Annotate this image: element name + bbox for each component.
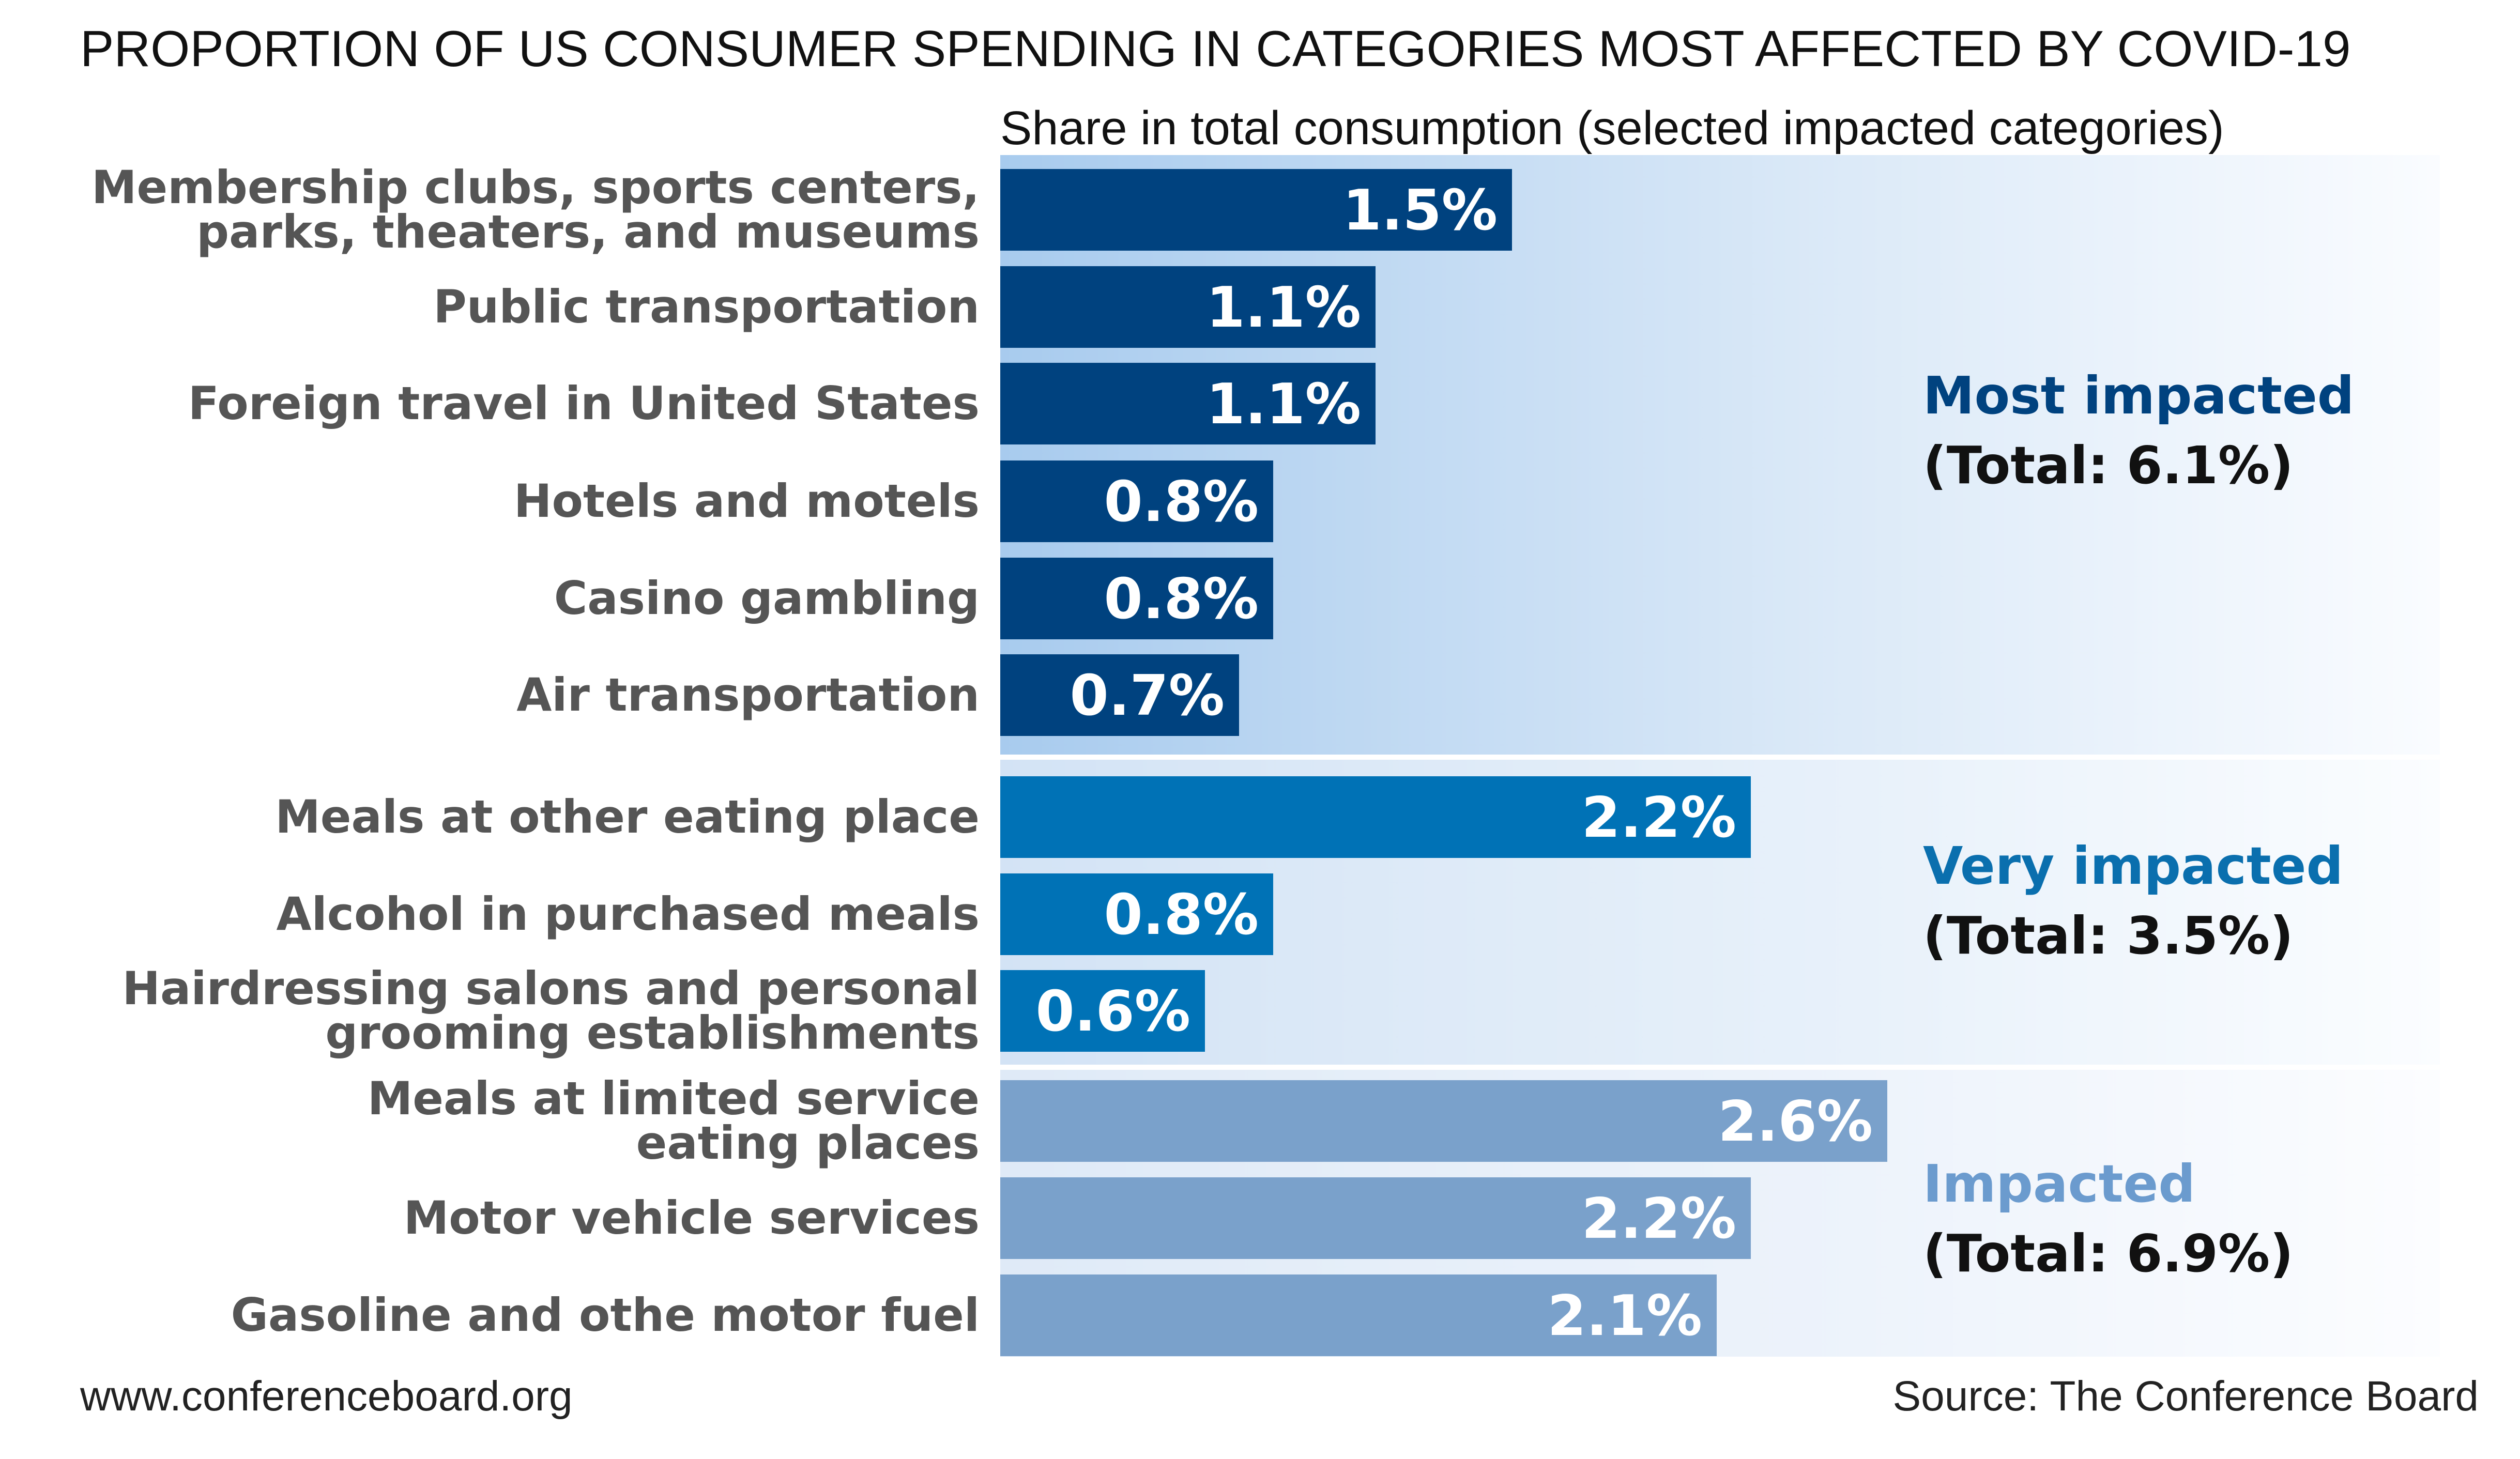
category-label-line: Public transportation xyxy=(433,280,980,333)
category-label-line: grooming establishments xyxy=(325,1006,980,1059)
category-label: Membership clubs, sports centers, parks, … xyxy=(91,161,980,258)
group-name-impacted: Impacted xyxy=(1923,1154,2195,1214)
bar-value-label: 1.1% xyxy=(1206,372,1361,437)
bar-value-label: 2.2% xyxy=(1581,1187,1736,1251)
category-label: Meals at other eating place xyxy=(275,790,980,843)
category-label-line: eating places xyxy=(636,1116,980,1170)
bar xyxy=(1000,363,1376,444)
category-label: Casino gambling xyxy=(554,572,980,625)
category-label: Hairdressing salons and personal grooming… xyxy=(122,962,980,1059)
group-name-most: Most impacted xyxy=(1923,365,2354,426)
bar-value-label: 2.1% xyxy=(1547,1284,1702,1348)
bar xyxy=(1000,1080,1887,1162)
bar xyxy=(1000,873,1273,955)
category-label: Public transportation xyxy=(433,280,980,333)
bar-value-label: 0.8% xyxy=(1104,883,1259,947)
bar-value-label: 2.6% xyxy=(1718,1089,1873,1154)
group-annotations: Most impacted (Total: 6.1%) Very impacted (… xyxy=(1923,365,2354,1284)
category-label-line: Meals at other eating place xyxy=(275,790,980,843)
group-band-most xyxy=(1000,155,2440,755)
category-label: Hotels and motels xyxy=(514,474,980,528)
bar xyxy=(1000,266,1376,348)
bar-value-label: 0.8% xyxy=(1104,567,1259,632)
bar xyxy=(1000,460,1273,542)
category-label-line: parks, theaters, and museums xyxy=(196,205,980,258)
bar-value-label: 0.8% xyxy=(1104,470,1259,534)
category-label-line: Hairdressing salons and personal xyxy=(122,962,980,1015)
bar-value-label: 2.2% xyxy=(1581,786,1736,850)
category-label: Meals at limited service eating places xyxy=(368,1072,980,1170)
category-label-line: Alcohol in purchased meals xyxy=(277,887,980,941)
category-label: Motor vehicle services xyxy=(404,1191,980,1245)
group-name-very: Very impacted xyxy=(1923,836,2343,896)
category-label-line: Air transportation xyxy=(516,668,980,721)
website-footer: www.conferenceboard.org xyxy=(80,1373,573,1420)
category-label: Gasoline and othe motor fuel xyxy=(231,1288,980,1342)
category-label: Alcohol in purchased meals xyxy=(277,887,980,941)
bar xyxy=(1000,776,1751,858)
category-label-line: Hotels and motels xyxy=(514,474,980,528)
category-label: Foreign travel in United States xyxy=(188,377,980,430)
bar-value-label: 0.7% xyxy=(1070,664,1225,728)
bars: 1.5% 1.1% 1.1% 0.8% 0.8% 0.7% 2.2% 0.8% 0.6% 2.6%… xyxy=(1000,169,1887,1356)
chart-subtitle: Share in total consumption (selected imp… xyxy=(1000,102,2224,155)
bar xyxy=(1000,169,1512,251)
category-label-line: Gasoline and othe motor fuel xyxy=(231,1288,980,1342)
bar xyxy=(1000,1274,1717,1356)
group-total-most: (Total: 6.1%) xyxy=(1923,435,2294,496)
bar xyxy=(1000,1177,1751,1259)
group-total-impacted: (Total: 6.9%) xyxy=(1923,1223,2294,1284)
category-labels: Membership clubs, sports centers, parks, … xyxy=(91,161,980,1342)
bar-value-label: 1.1% xyxy=(1206,275,1361,340)
bar xyxy=(1000,654,1239,736)
category-label-line: Casino gambling xyxy=(554,572,980,625)
source-footer: Source: The Conference Board xyxy=(1892,1373,2479,1420)
category-label-line: Foreign travel in United States xyxy=(188,377,980,430)
bar-value-label: 1.5% xyxy=(1342,178,1498,243)
category-label-line: Membership clubs, sports centers, xyxy=(91,161,980,214)
group-total-very: (Total: 3.5%) xyxy=(1923,905,2294,966)
bar xyxy=(1000,970,1205,1052)
category-label-line: Motor vehicle services xyxy=(404,1191,980,1245)
category-label-line: Meals at limited service xyxy=(368,1072,980,1125)
bar-value-label: 0.6% xyxy=(1035,979,1190,1044)
chart-title: PROPORTION OF US CONSUMER SPENDING IN CA… xyxy=(80,20,2351,77)
category-label: Air transportation xyxy=(516,668,980,721)
bar xyxy=(1000,558,1273,639)
